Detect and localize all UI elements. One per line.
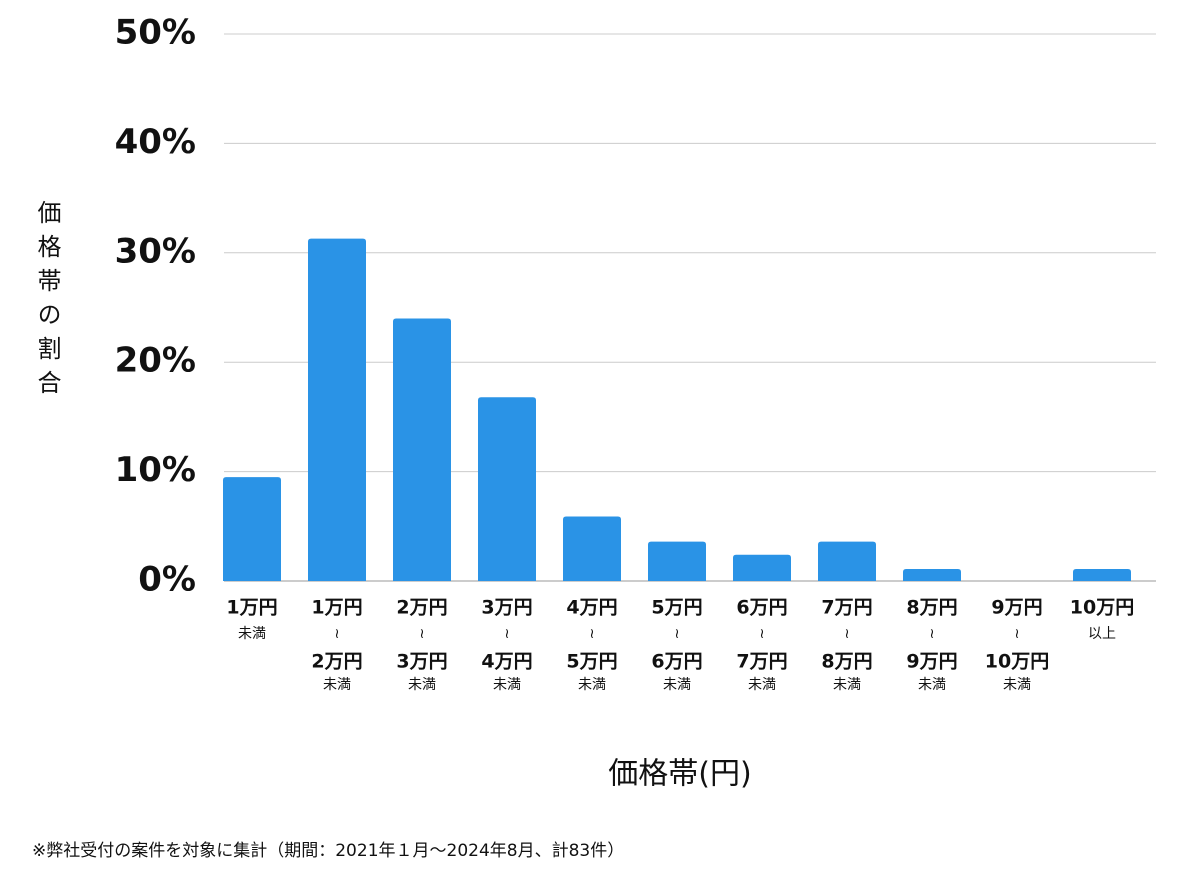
bar — [563, 516, 621, 581]
x-tick-label: 未満 — [408, 677, 436, 693]
x-axis-title: 価格帯(円) — [608, 757, 751, 792]
x-tick-label: 8万円 — [906, 597, 957, 619]
x-tick-label: 5万円 — [566, 651, 617, 673]
x-tick-label: 10万円 — [985, 651, 1049, 673]
y-tick-label: 10% — [115, 450, 196, 490]
x-tick-label: 10万円 — [1070, 597, 1134, 619]
y-tick-label: 30% — [115, 231, 196, 271]
bar — [308, 238, 366, 581]
x-tick-label: 9万円 — [991, 597, 1042, 619]
x-tick-label: 未満 — [493, 677, 521, 693]
x-tick-label: 2万円 — [311, 651, 362, 673]
x-tick-label: 7万円 — [736, 651, 787, 673]
x-tick-label: 未満 — [1003, 677, 1031, 693]
x-tick-label: 未満 — [833, 677, 861, 693]
x-tick-label: 未満 — [238, 626, 266, 642]
x-tick-label: ≀ — [419, 626, 424, 642]
bar — [1073, 568, 1131, 581]
x-tick-label: ≀ — [844, 626, 849, 642]
bar — [733, 554, 791, 581]
x-tick-label: ≀ — [1014, 626, 1019, 642]
x-tick-label: 未満 — [663, 677, 691, 693]
x-tick-label: 2万円 — [396, 597, 447, 619]
x-tick-label: 6万円 — [736, 597, 787, 619]
x-tick-label: 7万円 — [821, 597, 872, 619]
x-tick-label: ≀ — [759, 626, 764, 642]
x-tick-label: 9万円 — [906, 651, 957, 673]
x-tick-label: 1万円 — [226, 597, 277, 619]
x-tick-label: 未満 — [918, 677, 946, 693]
x-tick-label: 以上 — [1088, 626, 1116, 642]
x-tick-label: 未満 — [578, 677, 606, 693]
y-tick-label: 40% — [115, 122, 196, 162]
x-tick-label: 4万円 — [481, 651, 532, 673]
bar — [818, 541, 876, 581]
x-tick-label: 3万円 — [481, 597, 532, 619]
bar — [903, 568, 961, 581]
y-tick-label: 0% — [138, 560, 196, 600]
x-tick-label: 3万円 — [396, 651, 447, 673]
x-tick-label: 4万円 — [566, 597, 617, 619]
footnote: ※弊社受付の案件を対象に集計（期間：2021年１月〜2024年8月、計83件） — [32, 841, 624, 861]
x-tick-label: ≀ — [334, 626, 339, 642]
x-tick-label: 未満 — [323, 677, 351, 693]
x-tick-label: 1万円 — [311, 597, 362, 619]
bar — [478, 397, 536, 581]
bar — [223, 477, 281, 581]
x-tick-label: 6万円 — [651, 651, 702, 673]
x-tick-label: 未満 — [748, 677, 776, 693]
x-tick-label: 5万円 — [651, 597, 702, 619]
x-tick-label: ≀ — [929, 626, 934, 642]
y-tick-label: 50% — [115, 13, 196, 53]
x-tick-label: ≀ — [589, 626, 594, 642]
bar — [648, 541, 706, 581]
x-tick-label: 8万円 — [821, 651, 872, 673]
y-tick-label: 20% — [115, 341, 196, 381]
x-tick-label: ≀ — [674, 626, 679, 642]
x-tick-label: ≀ — [504, 626, 509, 642]
bar — [393, 318, 451, 581]
y-axis-title: 価格帯の割合 — [33, 200, 61, 404]
